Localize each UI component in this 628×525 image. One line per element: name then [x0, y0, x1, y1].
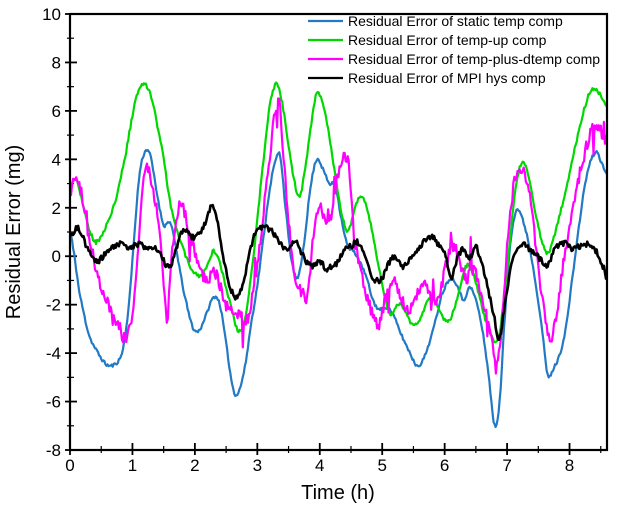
- y-tick-label: 4: [52, 150, 61, 169]
- x-tick-label: 6: [440, 456, 449, 475]
- legend-item: Residual Error of MPI hys comp: [308, 70, 546, 86]
- plot-frame: [68, 12, 609, 452]
- legend-item: Residual Error of temp-plus-dtemp comp: [308, 51, 600, 67]
- legend-label: Residual Error of static temp comp: [348, 13, 563, 29]
- series-line: [71, 97, 606, 375]
- y-tick-label: -6: [46, 393, 61, 412]
- y-tick-label: 8: [52, 53, 61, 72]
- legend-item: Residual Error of temp-up comp: [308, 32, 547, 48]
- x-tick-label: 7: [502, 456, 511, 475]
- y-tick-label: 6: [52, 102, 61, 121]
- x-tick-label: 5: [377, 456, 386, 475]
- y-tick-label: 2: [52, 199, 61, 218]
- y-axis-title: Residual Error (mg): [3, 145, 25, 319]
- y-tick-label: -2: [46, 296, 61, 315]
- legend-label: Residual Error of MPI hys comp: [348, 70, 546, 86]
- series-line: [71, 81, 606, 344]
- x-tick-label: 1: [128, 456, 137, 475]
- legend-item: Residual Error of static temp comp: [308, 13, 563, 29]
- x-tick-label: 3: [253, 456, 262, 475]
- legend-label: Residual Error of temp-plus-dtemp comp: [348, 51, 600, 67]
- legend: Residual Error of static temp comp Residu…: [308, 13, 600, 86]
- y-tick-label: 0: [52, 247, 61, 266]
- x-axis-title: Time (h): [301, 482, 375, 504]
- x-tick-label: 2: [190, 456, 199, 475]
- y-tick-label: -4: [46, 344, 61, 363]
- y-tick-label: -8: [46, 441, 61, 460]
- legend-label: Residual Error of temp-up comp: [348, 32, 547, 48]
- x-tick-label: 4: [315, 456, 324, 475]
- plot-border: [68, 12, 609, 452]
- x-tick-label: 8: [565, 456, 574, 475]
- x-tick-label: 0: [65, 456, 74, 475]
- series-lines: [71, 81, 606, 429]
- y-tick-label: 10: [42, 5, 61, 24]
- series-line: [71, 203, 606, 341]
- axis-tick-labels: 0 1 2 3 4 5 6 7 8 -8 -6 -4 -2 0 2 4 6 8 10: [42, 5, 574, 475]
